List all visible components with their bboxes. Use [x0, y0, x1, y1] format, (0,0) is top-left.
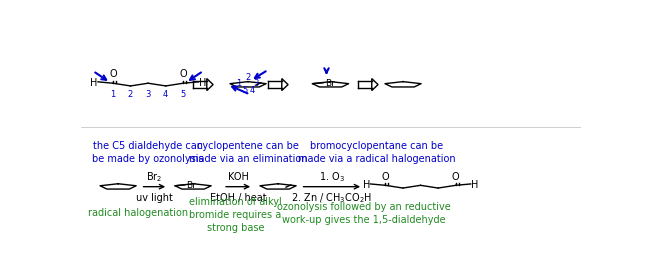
Text: H: H — [199, 77, 206, 87]
Text: Br: Br — [186, 181, 197, 189]
Text: 2. Zn / CH$_3$CO$_2$H: 2. Zn / CH$_3$CO$_2$H — [291, 191, 372, 204]
Text: the C5 dialdehyde can
be made by ozonolysis: the C5 dialdehyde can be made by ozonoly… — [92, 140, 204, 163]
Text: bromocyclopentane can be
made via a radical halogenation: bromocyclopentane can be made via a radi… — [298, 140, 455, 163]
Text: 3: 3 — [253, 79, 259, 88]
Text: 1: 1 — [236, 78, 242, 87]
Text: H: H — [362, 179, 370, 189]
Text: Br: Br — [325, 79, 335, 88]
Text: uv light: uv light — [136, 193, 173, 203]
Text: cyclopentene can be
made via an elimination: cyclopentene can be made via an eliminat… — [189, 140, 307, 163]
Text: O: O — [179, 69, 187, 79]
Text: EtOH / heat: EtOH / heat — [210, 193, 266, 203]
Text: Br$_2$: Br$_2$ — [146, 169, 163, 183]
Text: 1. O$_3$: 1. O$_3$ — [319, 169, 345, 183]
Text: O: O — [382, 171, 389, 181]
Text: 2: 2 — [128, 90, 133, 99]
Text: O: O — [452, 171, 459, 181]
Text: 4: 4 — [163, 90, 168, 99]
Text: H: H — [90, 77, 97, 87]
Text: 2: 2 — [246, 73, 251, 82]
Polygon shape — [372, 79, 378, 91]
Text: KOH: KOH — [228, 171, 248, 181]
Text: 5: 5 — [181, 89, 186, 98]
Text: O: O — [109, 69, 117, 79]
Text: H: H — [471, 179, 479, 189]
Polygon shape — [282, 79, 288, 91]
Text: radical halogenation: radical halogenation — [88, 207, 188, 217]
Text: 4: 4 — [250, 86, 255, 95]
Text: 3: 3 — [145, 89, 151, 98]
Text: ozonolysis followed by an reductive
work-up gives the 1,5-dialdehyde: ozonolysis followed by an reductive work… — [277, 201, 452, 224]
Polygon shape — [207, 79, 213, 91]
Text: elimination of alkyl
bromide requires a
strong base: elimination of alkyl bromide requires a … — [189, 196, 282, 232]
Text: 1: 1 — [110, 89, 115, 98]
Text: 5: 5 — [243, 86, 248, 95]
